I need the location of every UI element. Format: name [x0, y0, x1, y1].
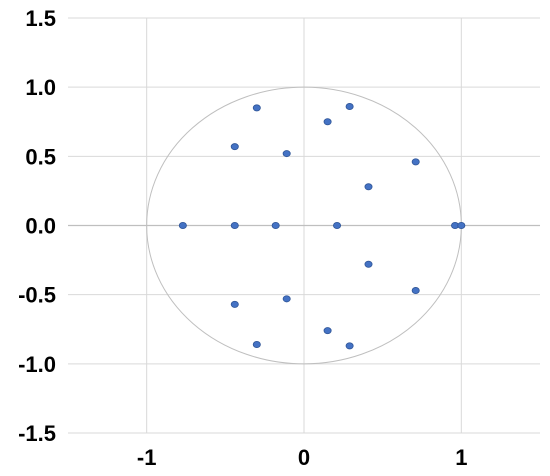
data-point	[323, 327, 332, 335]
data-points-layer	[178, 103, 466, 350]
data-point	[345, 342, 354, 350]
y-tick-label: -1.5	[18, 421, 56, 446]
data-point	[252, 340, 261, 348]
data-point	[411, 158, 420, 166]
x-tick-label: 1	[455, 445, 467, 470]
data-point	[282, 150, 291, 158]
x-tick-label: -1	[137, 445, 157, 470]
y-tick-label: -0.5	[18, 283, 56, 308]
y-tick-label: 0.5	[25, 144, 56, 169]
data-point	[364, 260, 373, 268]
data-point	[230, 300, 239, 308]
data-point	[282, 295, 291, 303]
data-point	[178, 221, 187, 229]
y-tick-label: 0.0	[25, 214, 56, 239]
data-point	[230, 143, 239, 151]
data-point	[364, 183, 373, 191]
data-point	[333, 221, 342, 229]
data-point	[323, 118, 332, 126]
y-tick-label: -1.0	[18, 352, 56, 377]
data-point	[411, 287, 420, 295]
y-tick-label: 1.5	[25, 6, 56, 31]
data-point	[252, 104, 261, 112]
data-point	[457, 221, 466, 229]
tick-labels-layer: 1.5 1.0 0.5 0.0 -0.5 -1.0 -1.5 -1 0 1	[18, 6, 467, 470]
data-point	[230, 221, 239, 229]
data-point	[271, 221, 280, 229]
data-point	[345, 103, 354, 111]
x-tick-label: 0	[298, 445, 310, 470]
y-tick-label: 1.0	[25, 75, 56, 100]
